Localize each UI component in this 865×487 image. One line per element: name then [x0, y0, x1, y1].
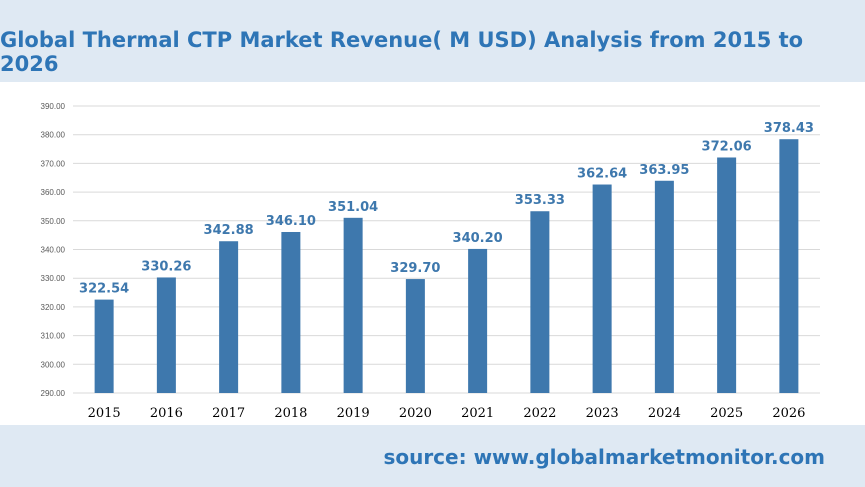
- bar: [654, 180, 674, 393]
- data-label: 322.54: [79, 282, 129, 297]
- y-tick-label: 300.00: [41, 360, 66, 369]
- data-label: 329.70: [390, 261, 440, 276]
- bar: [592, 184, 612, 393]
- x-tick-label: 2020: [399, 406, 432, 421]
- y-tick-label: 360.00: [41, 188, 66, 197]
- y-tick-label: 380.00: [41, 131, 66, 140]
- y-tick-label: 290.00: [41, 389, 66, 398]
- bar: [779, 139, 799, 393]
- data-label: 340.20: [453, 231, 503, 246]
- y-tick-label: 390.00: [41, 102, 66, 111]
- x-tick-label: 2026: [772, 406, 805, 421]
- data-label: 378.43: [764, 121, 814, 136]
- title-band: Global Thermal CTP Market Revenue( M USD…: [0, 0, 865, 82]
- bar: [281, 231, 301, 393]
- x-tick-label: 2021: [461, 406, 494, 421]
- x-tick-label: 2016: [150, 406, 183, 421]
- y-tick-label: 350.00: [41, 217, 66, 226]
- bar: [468, 248, 488, 393]
- y-tick-label: 370.00: [41, 159, 66, 168]
- bar: [530, 211, 550, 393]
- y-tick-label: 330.00: [41, 274, 66, 283]
- data-label: 372.06: [702, 139, 752, 154]
- x-tick-label: 2017: [212, 406, 245, 421]
- x-tick-label: 2023: [586, 406, 619, 421]
- data-label: 363.95: [639, 163, 689, 178]
- data-label: 346.10: [266, 214, 316, 229]
- bar: [156, 277, 176, 393]
- data-label: 353.33: [515, 193, 565, 208]
- data-label: 351.04: [328, 200, 378, 215]
- data-label: 362.64: [577, 167, 627, 182]
- chart-title: Global Thermal CTP Market Revenue( M USD…: [0, 28, 804, 76]
- x-tick-label: 2022: [523, 406, 556, 421]
- x-tick-label: 2018: [274, 406, 307, 421]
- bar-chart: 290.00 300.00 310.00 320.00 330.00 340.00 350.…: [41, 102, 820, 421]
- data-label: 342.88: [204, 223, 254, 238]
- chart-panel: 290.00 300.00 310.00 320.00 330.00 340.00 350.…: [0, 82, 865, 425]
- bar: [717, 157, 737, 393]
- y-tick-label: 320.00: [41, 303, 66, 312]
- x-tick-label: 2019: [337, 406, 370, 421]
- x-tick-label: 2024: [648, 406, 681, 421]
- footer: source: www.globalmarketmonitor.com: [0, 425, 865, 487]
- source-text: source: www.globalmarketmonitor.com: [383, 445, 825, 469]
- data-label: 330.26: [141, 259, 191, 274]
- y-tick-label: 310.00: [41, 332, 66, 341]
- x-tick-label: 2015: [88, 406, 121, 421]
- bar: [219, 241, 239, 393]
- y-tick-label: 340.00: [41, 246, 66, 255]
- bar: [94, 299, 114, 393]
- bar: [405, 279, 425, 393]
- bar: [343, 217, 363, 393]
- x-tick-label: 2025: [710, 406, 743, 421]
